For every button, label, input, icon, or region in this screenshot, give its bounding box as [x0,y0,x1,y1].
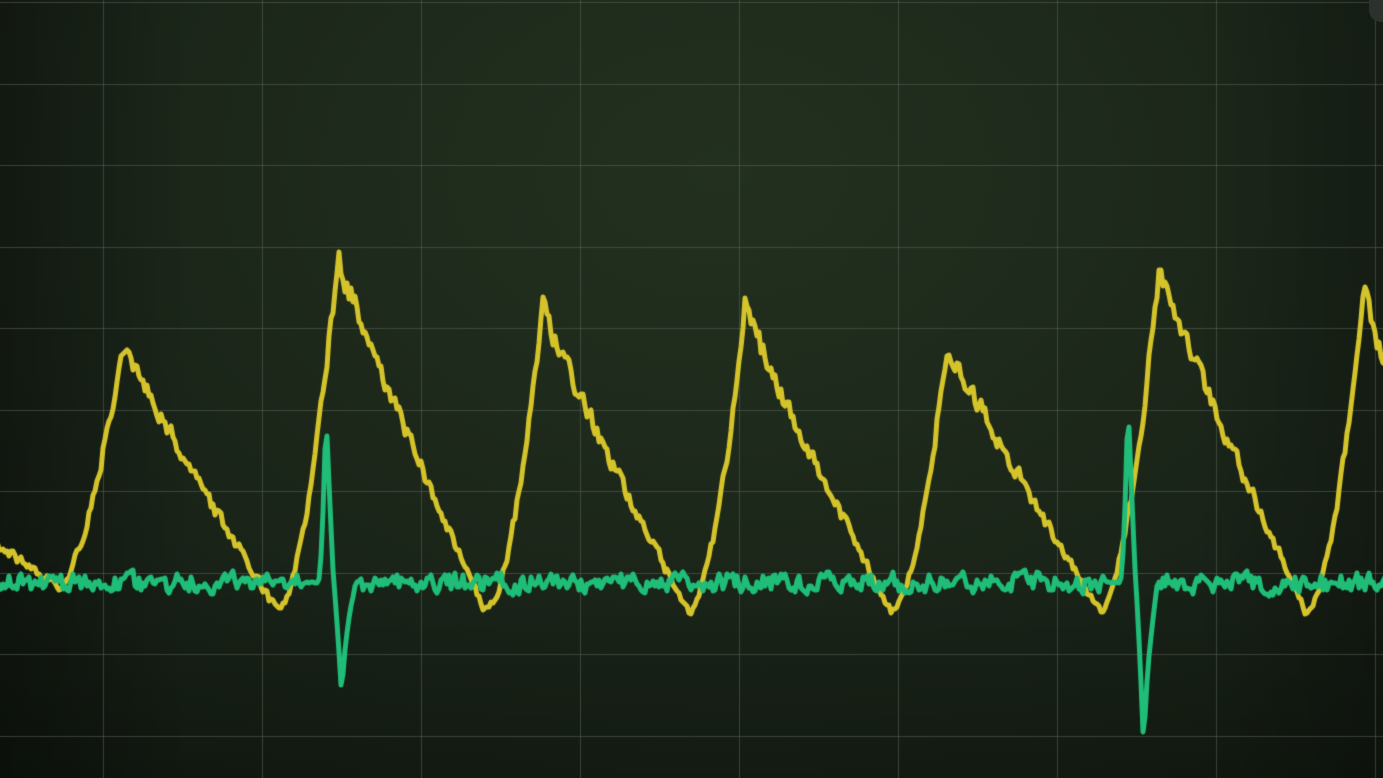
panel-corner-chip-icon [1369,0,1383,22]
